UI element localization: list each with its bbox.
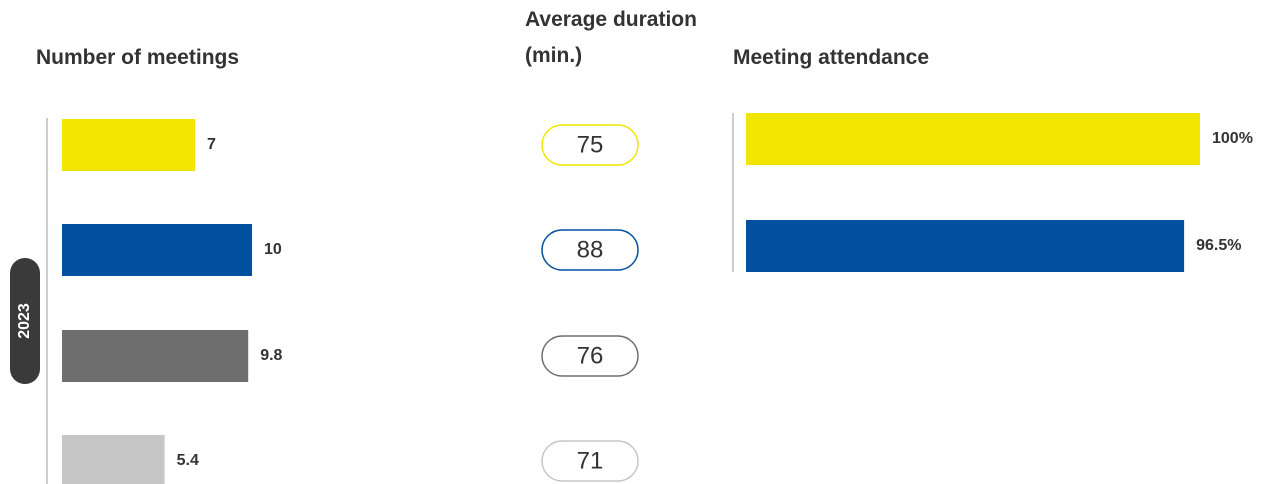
chart-title: Meeting attendance — [733, 46, 930, 69]
chart-title: Number of meetings — [36, 46, 240, 69]
value-label: 5.4 — [177, 452, 199, 469]
pill — [541, 440, 639, 482]
pill — [541, 229, 639, 271]
pill — [541, 124, 639, 166]
value-label: 10 — [264, 241, 282, 258]
pill-value: 71 — [577, 447, 604, 474]
bar — [62, 119, 195, 171]
bar — [746, 220, 1185, 272]
bar — [746, 113, 1200, 165]
pill-value: 75 — [577, 131, 604, 158]
value-label: 100% — [1212, 130, 1253, 147]
bar — [62, 224, 252, 276]
bar — [62, 330, 249, 382]
value-label: 9.8 — [260, 347, 282, 364]
year-label: 2023 — [16, 303, 33, 339]
year-badge — [10, 258, 40, 384]
chart-title: Average duration (min.) — [525, 8, 697, 67]
pill-value: 76 — [577, 342, 604, 369]
value-label: 7 — [207, 136, 216, 153]
pill — [541, 335, 639, 377]
bar — [62, 435, 165, 484]
pill-value: 88 — [577, 236, 604, 263]
value-label: 96.5% — [1196, 237, 1241, 254]
